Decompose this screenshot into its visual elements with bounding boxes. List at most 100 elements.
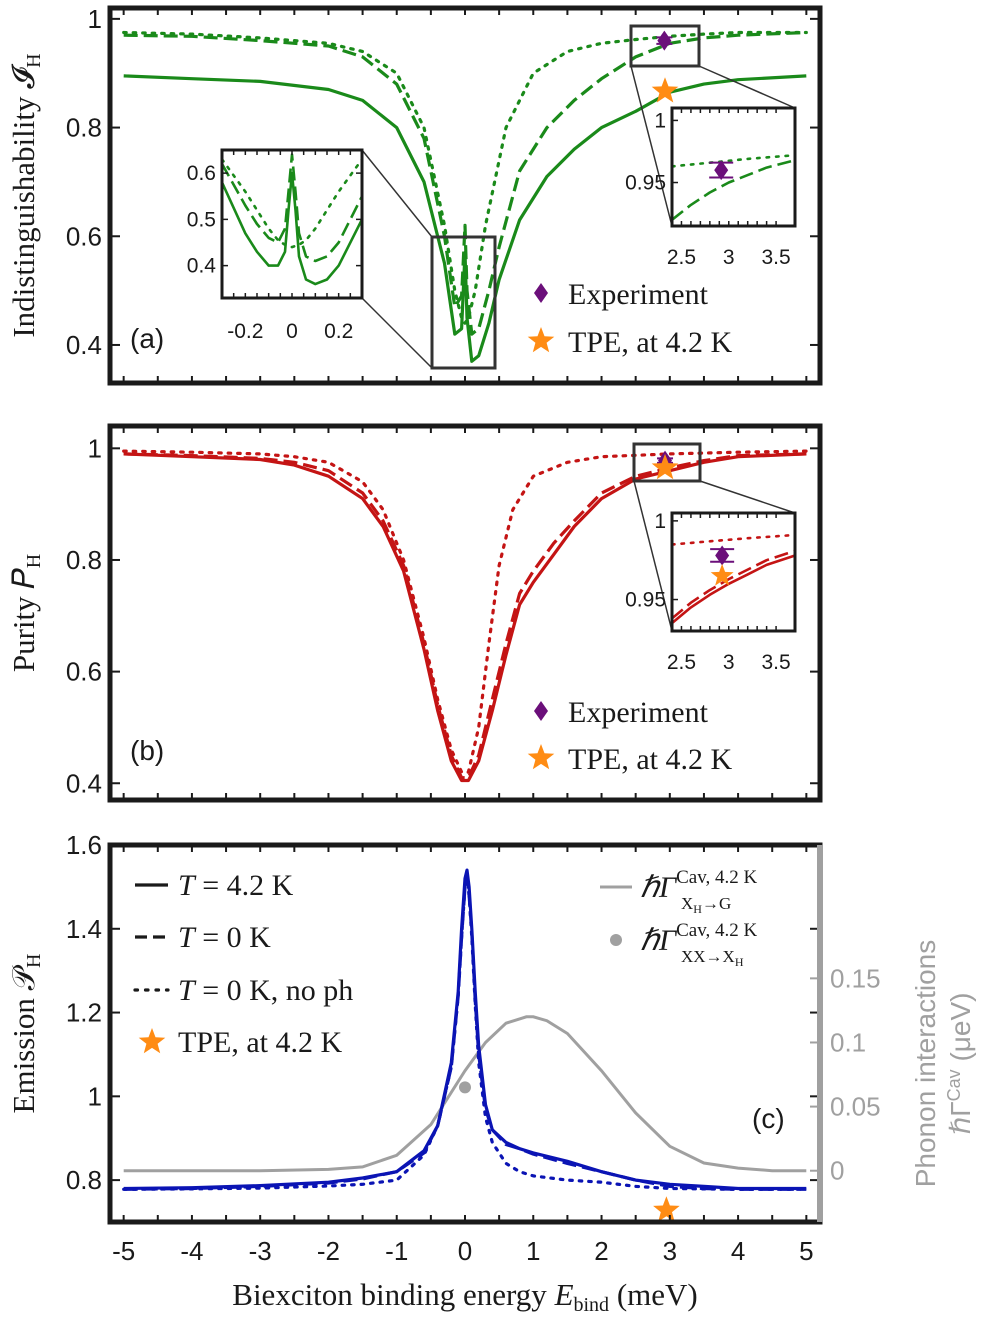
right-axis-label-2: ℏΓCav (μeV) (944, 993, 976, 1135)
inset-bg (672, 513, 795, 631)
inset-x-tick-label: 0 (286, 320, 298, 343)
legend-entry-label: TPE, at 4.2 K (178, 1026, 342, 1059)
y-axis-label: Indistinguishability 𝓘H (6, 53, 45, 337)
inset-y-tick-label: 0.5 (187, 208, 216, 231)
x-axis-label: Biexciton binding energy Ebind (meV) (232, 1277, 697, 1316)
inset-x-tick-label: 2.5 (667, 651, 696, 674)
panel-c-extras: 0 0.05 0.1 0.15 Phonon interactions ℏΓCav (μe… (133, 845, 976, 1316)
series-dotted (122, 30, 808, 325)
right-axis-label: Phonon interactions (910, 940, 941, 1188)
panel-b: 0.4 0.6 0.8 1 Purity 𝑃H (b) (6, 423, 823, 803)
inset-frame (670, 106, 797, 228)
zoom-connector (633, 480, 673, 632)
legend-entry-label: T = 0 K, no ph (178, 974, 353, 1007)
inset-x-tick-label: 3.5 (761, 651, 790, 674)
inset-x-tick-label: 3 (723, 651, 735, 674)
gray-rate-point (459, 1081, 471, 1094)
series-dashed (123, 30, 807, 336)
gray-rate-curve (123, 1015, 807, 1173)
inset-y-tick-label: 1 (654, 109, 666, 132)
zoom-box-right (632, 442, 702, 483)
panel-a: 0.4 0.6 0.8 1 Indistinguishability 𝓘H (a) (6, 4, 823, 386)
inset-y-tick-label: 1 (654, 510, 666, 533)
zoom-connector (630, 65, 673, 227)
panel-label: (a) (130, 323, 164, 354)
panel-label: (b) (130, 735, 164, 766)
x-tick-label: 3 (663, 1236, 677, 1266)
y-axis-label: Purity 𝑃H (6, 554, 45, 672)
x-tick-label: -1 (385, 1236, 408, 1266)
inset-right-plot (672, 533, 795, 625)
y-tick-label: 1.4 (66, 914, 102, 944)
zoom-connector (698, 65, 796, 109)
legend-rate-label: ℏΓCav, 4.2 K XH→G (640, 867, 757, 916)
right-tick-label: 0.1 (830, 1027, 866, 1057)
legend-gray-dot (610, 934, 622, 946)
inset-series-dotted (672, 153, 795, 168)
legend-tpe-star (527, 744, 555, 770)
legend-tpe-star (527, 327, 555, 353)
inset-x-tick-label: -0.2 (227, 320, 263, 343)
legend-tpe-label: TPE, at 4.2 K (568, 743, 732, 776)
tpe-star-marker (651, 453, 679, 480)
inset-series-dotted (222, 158, 362, 249)
inset-series-solid (672, 554, 795, 625)
inset-series-dashed (672, 158, 795, 221)
plot-area (122, 868, 808, 1222)
x-tick-label: 1 (526, 1236, 540, 1266)
series-dotted (122, 876, 808, 1191)
legend-rate-label: ℏΓCav, 4.2 K XX→XH (640, 920, 757, 969)
right-tick-label: 0 (830, 1156, 844, 1186)
y-tick-label: 0.4 (66, 330, 102, 360)
legend-experiment-label: Experiment (568, 278, 709, 311)
y-tick-label: 1 (88, 433, 102, 463)
x-tick-label: -3 (249, 1236, 272, 1266)
zoom-connector (699, 480, 796, 514)
series-solid (123, 452, 807, 783)
inset-series-dashed (672, 549, 795, 620)
y-tick-label: 1 (88, 4, 102, 34)
x-tick-label: 2 (594, 1236, 608, 1266)
tpe-star-marker (651, 77, 679, 103)
inset-experiment-marker (714, 160, 729, 181)
plot-area (122, 449, 808, 783)
inset-y-tick-label: 0.4 (187, 255, 217, 278)
x-tick-label: -2 (317, 1236, 340, 1266)
y-tick-label: 0.6 (66, 657, 102, 687)
y-tick-label: 0.4 (66, 768, 102, 798)
series-solid (123, 74, 807, 363)
y-tick-label: 0.8 (66, 113, 102, 143)
legend-tpe-label: TPE, at 4.2 K (568, 326, 732, 359)
inset-bg (672, 108, 795, 226)
legend-tpe-star (138, 1028, 166, 1054)
y-tick-label: 1.2 (66, 998, 102, 1028)
inset-frame (670, 511, 797, 633)
y-tick-label: 0.8 (66, 1165, 102, 1195)
inset-x-tick-label: 0.2 (324, 320, 353, 343)
panel-a-insets: -0.2 0 0.2 0.4 0.5 0.6 2.5 3 3.5 0.95 1 Experiment T… (187, 24, 797, 370)
zoom-box-center (430, 235, 497, 370)
inset-x-tick-label: 3 (723, 246, 735, 269)
x-tick-label: -4 (180, 1236, 203, 1266)
inset-tpe-star (710, 563, 734, 586)
x-tick-label: 5 (799, 1236, 813, 1266)
x-tick-label: 4 (731, 1236, 745, 1266)
panel-label: (c) (752, 1103, 785, 1134)
zoom-box-right (629, 24, 701, 68)
x-tick-label: -5 (112, 1236, 135, 1266)
inset-x-tick-label: 2.5 (667, 246, 696, 269)
legend-experiment-label: Experiment (568, 696, 709, 729)
right-tick-label: 0.15 (830, 963, 881, 993)
inset-y-tick-label: 0.6 (187, 162, 216, 185)
panel-c: 0.8 1 1.2 1.4 1.6 -5 -4 -3 -2 -1 0 1 2 3 4 5 Emission 𝒫H… (6, 830, 823, 1266)
legend-experiment-marker (534, 283, 548, 303)
inset-right-plot (672, 153, 795, 221)
series-dotted (122, 449, 808, 774)
panel-b-insets: 2.5 3 3.5 0.95 1 Experiment TPE, at 4.2 K (527, 442, 797, 776)
zoom-connector (361, 297, 433, 369)
y-axis-label: Emission 𝒫H (6, 954, 45, 1114)
inset-y-tick-label: 0.95 (625, 172, 666, 195)
x-tick-label: 0 (458, 1236, 472, 1266)
y-tick-label: 0.6 (66, 221, 102, 251)
